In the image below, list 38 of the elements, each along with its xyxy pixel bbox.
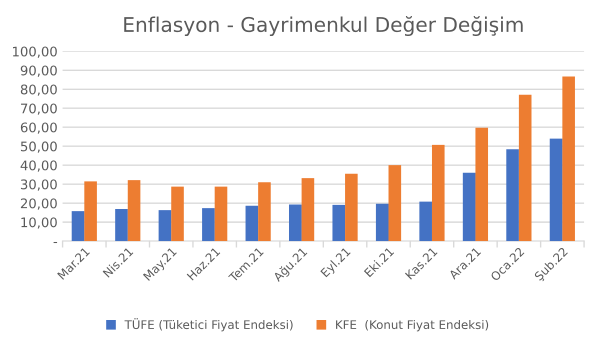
bar [84,181,97,242]
y-tick-label: - [54,242,58,244]
y-tick-label: 20,00 [20,198,57,210]
y-tick-label: 80,00 [20,84,57,96]
y-tick-label: 40,00 [20,160,57,172]
y-tick-label: 100,00 [13,46,57,58]
bar [550,138,562,242]
y-tick-label: 10,00 [21,217,57,229]
legend-label: KFE (Konut Fiyat Endeksi) [336,320,488,332]
bar [258,182,271,242]
bar [202,208,215,242]
y-tick-label: 30,00 [20,179,57,191]
bar [214,186,228,242]
chart-title: Enflasyon - Gayrimenkul Değer Değişim [124,16,523,36]
bar [562,76,575,242]
bar [388,165,402,242]
bar [289,204,302,242]
bar [432,144,445,242]
legend-label: TÜFE (Tüketici Fiyat Endeksi) [124,318,293,332]
bar [158,210,172,242]
bar [376,204,389,242]
y-tick-label: 70,00 [21,103,57,115]
bar [72,211,84,242]
bar [115,209,128,242]
y-tick-label: 60,00 [20,122,57,134]
bar [128,180,140,242]
y-tick-label: 50,00 [20,141,57,153]
bar [419,202,432,242]
bar [518,94,532,242]
bar [332,204,346,242]
y-tick-label: 90,00 [20,66,57,77]
bar [302,178,314,242]
bar [475,128,488,242]
bar [462,172,476,242]
bar [246,206,258,242]
bar [345,174,358,242]
bar [171,186,184,242]
bar [506,149,519,242]
